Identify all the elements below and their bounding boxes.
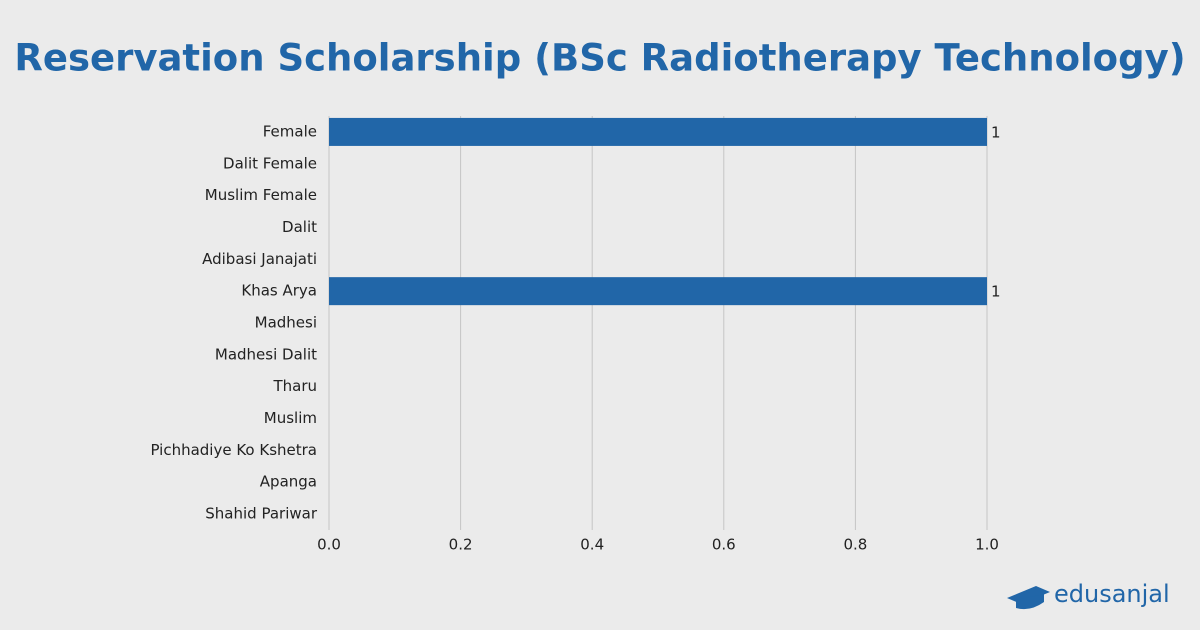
bar <box>329 277 987 306</box>
y-tick-label: Dalit <box>282 218 317 236</box>
x-tick-label: 1.0 <box>975 536 999 554</box>
y-tick-label: Dalit Female <box>223 154 317 172</box>
y-tick-label: Madhesi <box>255 314 317 332</box>
y-tick-label: Madhesi Dalit <box>215 345 317 363</box>
y-tick-label: Adibasi Janajati <box>202 250 317 268</box>
y-tick-label: Khas Arya <box>241 282 317 300</box>
y-tick-label: Apanga <box>260 473 317 491</box>
x-tick-label: 0.4 <box>580 536 604 554</box>
y-tick-label: Shahid Pariwar <box>205 505 318 523</box>
bar <box>329 117 987 146</box>
y-tick-label: Pichhadiye Ko Kshetra <box>150 441 317 459</box>
data-label: 1 <box>991 283 1001 301</box>
y-tick-label: Female <box>263 122 317 140</box>
logo-cap <box>1007 586 1050 604</box>
brand-logo: edusanjal <box>1007 580 1170 610</box>
y-tick-label: Muslim <box>264 409 317 427</box>
y-tick-label: Tharu <box>272 377 317 395</box>
x-tick-label: 0.8 <box>843 536 867 554</box>
brand-name: edusanjal <box>1054 580 1170 608</box>
chart-title: Reservation Scholarship (BSc Radiotherap… <box>14 37 1185 80</box>
x-tick-label: 0.2 <box>449 536 473 554</box>
logo-cap-base <box>1016 594 1044 610</box>
x-tick-label: 0.0 <box>317 536 341 554</box>
x-tick-label: 0.6 <box>712 536 736 554</box>
y-tick-label: Muslim Female <box>205 186 317 204</box>
data-label: 1 <box>991 123 1001 141</box>
